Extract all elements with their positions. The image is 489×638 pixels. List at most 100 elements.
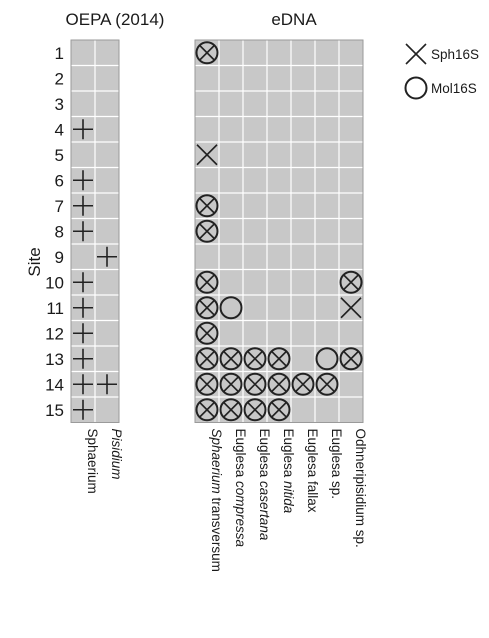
- grid-background: [195, 40, 363, 423]
- column-label-part: compressa: [233, 481, 248, 548]
- circle-mark: [219, 372, 243, 396]
- circle-mark: [195, 194, 219, 218]
- column-label-part: casertana: [257, 481, 272, 541]
- circle-mark: [195, 347, 219, 371]
- site-label: 10: [45, 273, 64, 292]
- column-label: Euglesa nitida: [281, 429, 296, 514]
- legend: Sph16S Mol16S: [404, 43, 479, 100]
- marker-plus: [97, 374, 117, 395]
- site-label: 15: [45, 401, 64, 420]
- circle-mark: [267, 372, 291, 396]
- legend-marker-x: [405, 43, 427, 65]
- x-stroke-b: [271, 376, 287, 392]
- marker-plus: [73, 323, 93, 344]
- marker-both: [243, 372, 267, 396]
- circle-mark: [195, 398, 219, 422]
- marker-both: [195, 296, 219, 320]
- marker-plus: [73, 297, 93, 318]
- column-label: Pisidium: [109, 429, 124, 480]
- x-stroke-b: [199, 300, 215, 316]
- marker-both: [267, 398, 291, 422]
- column-label-part: Sphaerium: [209, 429, 224, 494]
- site-label: 9: [55, 248, 64, 267]
- circle-mark: [195, 219, 219, 243]
- x-stroke-b: [223, 402, 239, 418]
- marker-plus: [73, 272, 93, 293]
- grid-border: [70, 39, 120, 423]
- x-stroke-b: [295, 376, 311, 392]
- marker-plus: [73, 119, 93, 140]
- marker-plus: [73, 374, 93, 395]
- marker-circle: [315, 347, 339, 371]
- x-stroke-b: [199, 376, 215, 392]
- site-label: 13: [45, 350, 64, 369]
- legend-label: Sph16S: [431, 47, 479, 62]
- marker-both: [315, 372, 339, 396]
- circle-mark: [219, 296, 243, 320]
- x-stroke-b: [247, 376, 263, 392]
- x-stroke-b: [196, 144, 218, 166]
- oepa-grid: Sphaerium Pisidium: [70, 39, 124, 494]
- x-stroke-b: [247, 351, 263, 367]
- marker-both: [195, 219, 219, 243]
- marker-plus: [73, 221, 93, 242]
- column-label-part: Sphaerium: [85, 429, 100, 494]
- marker-both: [339, 347, 363, 371]
- grid-border: [194, 39, 364, 423]
- marker-circle: [219, 296, 243, 320]
- marker-both: [195, 41, 219, 65]
- circle-mark: [291, 372, 315, 396]
- column-label-part: Euglesa fallax: [305, 429, 320, 513]
- marker-both: [195, 270, 219, 294]
- x-stroke-b: [199, 198, 215, 214]
- site-label: 6: [55, 171, 64, 190]
- circle-mark: [404, 76, 428, 100]
- x-stroke-b: [247, 402, 263, 418]
- site-label: 8: [55, 222, 64, 241]
- circle-mark: [243, 372, 267, 396]
- site-label: 2: [55, 69, 64, 88]
- x-stroke-b: [319, 376, 335, 392]
- x-stroke-b: [340, 297, 362, 319]
- marker-both: [267, 372, 291, 396]
- marker-both: [243, 398, 267, 422]
- marker-both: [243, 347, 267, 371]
- column-label-part: transversum: [209, 494, 224, 572]
- x-stroke-b: [199, 325, 215, 341]
- marker-both: [219, 398, 243, 422]
- column-label-part: Odhneripisidium sp.: [353, 429, 368, 548]
- site-label: 1: [55, 44, 64, 63]
- circle-mark: [267, 398, 291, 422]
- column-label: Euglesa compressa: [233, 429, 248, 548]
- x-stroke-b: [405, 43, 427, 65]
- marker-plus: [73, 348, 93, 369]
- marker-both: [219, 347, 243, 371]
- column-label: Euglesa fallax: [305, 429, 320, 513]
- circle-mark: [195, 270, 219, 294]
- site-label: 11: [46, 299, 64, 318]
- marker-both: [339, 270, 363, 294]
- marker-both: [195, 347, 219, 371]
- column-label: Euglesa casertana: [257, 429, 272, 541]
- legend-marker-circle: [404, 76, 428, 100]
- column-label: Sphaerium transversum: [209, 429, 224, 572]
- marker-both: [195, 194, 219, 218]
- site-label: 3: [55, 95, 64, 114]
- marker-both: [219, 372, 243, 396]
- x-stroke-b: [271, 351, 287, 367]
- circle-mark: [315, 372, 339, 396]
- column-label-part: nitida: [281, 481, 296, 514]
- x-stroke-b: [199, 223, 215, 239]
- x-stroke-b: [223, 376, 239, 392]
- panel-title-edna: eDNA: [271, 10, 317, 29]
- circle-mark: [315, 347, 339, 371]
- circle-mark: [195, 296, 219, 320]
- circle-mark: [219, 347, 243, 371]
- y-axis-label: Site: [25, 247, 44, 276]
- panel-title-oepa: OEPA (2014): [66, 10, 165, 29]
- column-label: Euglesa sp.: [329, 429, 344, 500]
- column-label-part: Euglesa: [233, 429, 248, 482]
- column-label: Sphaerium: [85, 429, 100, 494]
- x-stroke-b: [199, 351, 215, 367]
